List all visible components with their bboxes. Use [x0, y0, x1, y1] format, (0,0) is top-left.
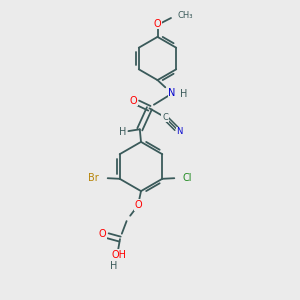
Text: H: H [180, 89, 187, 99]
Text: O: O [98, 229, 106, 239]
Text: N: N [176, 127, 183, 136]
Text: O: O [134, 200, 142, 210]
Text: CH₃: CH₃ [178, 11, 193, 20]
Text: O: O [129, 95, 137, 106]
Text: C: C [162, 113, 168, 122]
Text: OH: OH [111, 250, 126, 260]
Text: N: N [168, 88, 175, 98]
Text: O: O [154, 19, 161, 29]
Text: Cl: Cl [182, 173, 192, 183]
Text: Br: Br [88, 173, 99, 183]
Text: H: H [110, 261, 118, 271]
Text: H: H [119, 127, 127, 137]
